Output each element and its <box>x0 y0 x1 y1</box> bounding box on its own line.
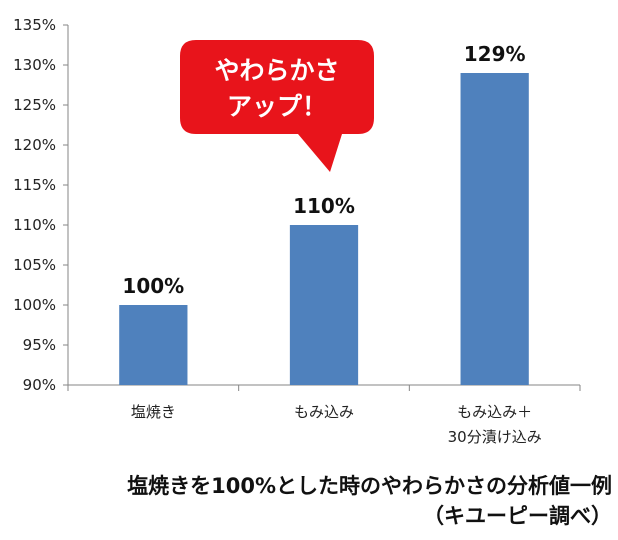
category-label: もみ込み <box>294 403 354 421</box>
y-tick-label: 105% <box>13 256 56 274</box>
y-tick-label: 90% <box>23 376 56 394</box>
y-tick-label: 95% <box>23 336 56 354</box>
y-tick-label: 120% <box>13 136 56 154</box>
chart-caption: 塩焼きを100%とした時のやわらかさの分析値一例 <box>127 474 612 498</box>
category-label: 塩焼き <box>131 403 176 421</box>
y-tick-label: 110% <box>13 216 56 234</box>
category-label: 30分漬け込み <box>448 428 542 446</box>
callout-text: やわらかさ <box>214 56 339 85</box>
bar <box>119 305 188 385</box>
y-tick-label: 135% <box>13 16 56 34</box>
callout-bubble <box>180 40 374 172</box>
data-label: 129% <box>464 42 526 66</box>
chart-caption-source: （キユーピー調べ） <box>423 504 612 528</box>
category-label: もみ込み＋ <box>457 403 532 421</box>
bar <box>460 73 529 385</box>
y-tick-label: 130% <box>13 56 56 74</box>
bar-chart: 90% 95% 100% 105% 110% 115% 120% 125% 130% 135% 10… <box>13 16 581 446</box>
bar <box>289 225 359 385</box>
data-label: 100% <box>122 274 184 298</box>
y-tick-label: 100% <box>13 296 56 314</box>
y-tick-label: 115% <box>13 176 56 194</box>
y-tick-label: 125% <box>13 96 56 114</box>
callout-text: アップ！ <box>227 92 327 121</box>
data-label: 110% <box>293 194 355 218</box>
